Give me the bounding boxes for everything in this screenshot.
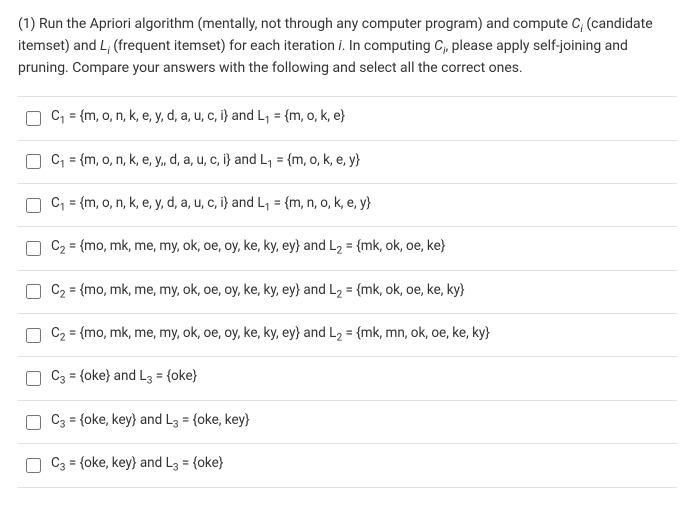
- c-symbol: C3: [51, 455, 65, 471]
- option-label: C3 = {oke, key} and L3 = {oke}: [51, 454, 223, 476]
- option-label: C2 = {mo, mk, me, my, ok, oe, oy, ke, ky…: [51, 237, 445, 259]
- l-set-text: = {oke}: [179, 455, 224, 471]
- q-symbol-ci: Ci: [572, 16, 583, 32]
- c-symbol: C2: [51, 238, 65, 254]
- option-checkbox[interactable]: [26, 198, 41, 213]
- c-symbol: C1: [51, 152, 65, 168]
- option-row[interactable]: C1 = {m, o, n, k, e, y,, d, a, u, c, i} …: [18, 140, 677, 183]
- option-checkbox[interactable]: [26, 415, 41, 430]
- option-checkbox[interactable]: [26, 371, 41, 386]
- option-checkbox[interactable]: [26, 328, 41, 343]
- option-row[interactable]: C1 = {m, o, n, k, e, y, d, a, u, c, i} a…: [18, 183, 677, 226]
- option-row[interactable]: C3 = {oke, key} and L3 = {oke}: [18, 443, 677, 487]
- option-label: C3 = {oke} and L3 = {oke}: [51, 367, 197, 389]
- l-symbol: L2: [329, 325, 342, 341]
- q-symbol-li: Li: [100, 38, 110, 54]
- l-symbol: L3: [166, 455, 179, 471]
- l-set-text: = {oke}: [152, 368, 197, 384]
- c-set-text: = {m, o, n, k, e, y, d, a, u, c, i} and: [65, 195, 257, 211]
- option-label: C2 = {mo, mk, me, my, ok, oe, oy, ke, ky…: [51, 281, 465, 303]
- q-symbol-ci2: Ci: [434, 38, 445, 54]
- option-checkbox[interactable]: [26, 241, 41, 256]
- l-symbol: L3: [139, 368, 152, 384]
- options-list: C1 = {m, o, n, k, e, y, d, a, u, c, i} a…: [18, 96, 677, 487]
- question-prompt: (1) Run the Apriori algorithm (mentally,…: [18, 14, 677, 78]
- option-row[interactable]: C2 = {mo, mk, me, my, ok, oe, oy, ke, ky…: [18, 226, 677, 269]
- option-row[interactable]: C3 = {oke} and L3 = {oke}: [18, 356, 677, 399]
- c-symbol: C1: [51, 108, 65, 124]
- option-label: C3 = {oke, key} and L3 = {oke, key}: [51, 411, 250, 433]
- l-symbol: L3: [166, 412, 179, 428]
- option-row[interactable]: C2 = {mo, mk, me, my, ok, oe, oy, ke, ky…: [18, 313, 677, 356]
- option-label: C1 = {m, o, n, k, e, y,, d, a, u, c, i} …: [51, 151, 360, 173]
- c-set-text: = {oke, key} and: [65, 455, 165, 471]
- l-set-text: = {oke, key}: [179, 412, 250, 428]
- l-symbol: L1: [260, 152, 273, 168]
- option-row[interactable]: C3 = {oke, key} and L3 = {oke, key}: [18, 400, 677, 443]
- c-symbol: C3: [51, 412, 65, 428]
- c-set-text: = {m, o, n, k, e, y, d, a, u, c, i} and: [65, 108, 257, 124]
- option-checkbox[interactable]: [26, 111, 41, 126]
- q-part-3: . In computing: [342, 38, 434, 54]
- c-set-text: = {oke, key} and: [65, 412, 165, 428]
- l-set-text: = {m, n, o, k, e, y}: [270, 195, 371, 211]
- c-set-text: = {m, o, n, k, e, y,, d, a, u, c, i} and: [65, 152, 259, 168]
- option-checkbox[interactable]: [26, 284, 41, 299]
- l-set-text: = {mk, ok, oe, ke}: [342, 238, 445, 254]
- option-label: C1 = {m, o, n, k, e, y, d, a, u, c, i} a…: [51, 194, 371, 216]
- l-set-text: = {mk, ok, oe, ke, ky}: [342, 282, 464, 298]
- l-set-text: = {mk, mn, ok, oe, ke, ky}: [342, 325, 490, 341]
- l-symbol: L1: [257, 108, 270, 124]
- c-set-text: = {mo, mk, me, my, ok, oe, oy, ke, ky, e…: [65, 282, 329, 298]
- l-symbol: L2: [329, 238, 342, 254]
- option-row[interactable]: C1 = {m, o, n, k, e, y, d, a, u, c, i} a…: [18, 96, 677, 139]
- c-symbol: C1: [51, 195, 65, 211]
- q-part-2: (frequent itemset) for each iteration: [110, 38, 339, 54]
- option-checkbox[interactable]: [26, 458, 41, 473]
- c-symbol: C3: [51, 368, 65, 384]
- l-symbol: L2: [329, 282, 342, 298]
- c-set-text: = {mo, mk, me, my, ok, oe, oy, ke, ky, e…: [65, 325, 329, 341]
- c-set-text: = {oke} and: [65, 368, 139, 384]
- l-symbol: L1: [257, 195, 270, 211]
- option-row[interactable]: C2 = {mo, mk, me, my, ok, oe, oy, ke, ky…: [18, 270, 677, 313]
- c-symbol: C2: [51, 282, 65, 298]
- option-label: C2 = {mo, mk, me, my, ok, oe, oy, ke, ky…: [51, 324, 490, 346]
- l-set-text: = {m, o, k, e, y}: [273, 152, 360, 168]
- c-set-text: = {mo, mk, me, my, ok, oe, oy, ke, ky, e…: [65, 238, 329, 254]
- l-set-text: = {m, o, k, e}: [270, 108, 345, 124]
- c-symbol: C2: [51, 325, 65, 341]
- option-checkbox[interactable]: [26, 154, 41, 169]
- option-label: C1 = {m, o, n, k, e, y, d, a, u, c, i} a…: [51, 107, 345, 129]
- q-part-0: (1) Run the Apriori algorithm (mentally,…: [18, 16, 572, 32]
